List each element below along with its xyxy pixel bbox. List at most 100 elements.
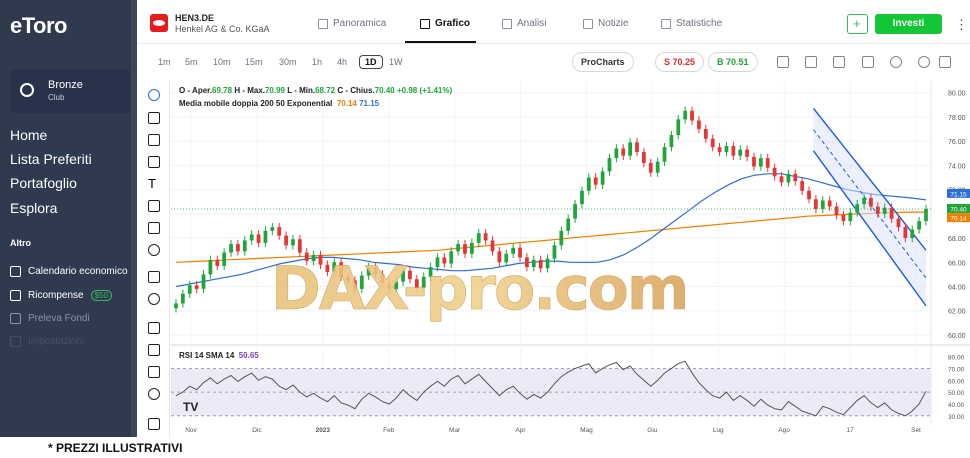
nav-watchlist[interactable]: Lista Preferiti — [10, 151, 92, 167]
share-icon[interactable] — [918, 56, 930, 68]
footnote: * PREZZI ILLUSTRATIVI — [48, 441, 183, 455]
tab-chart[interactable]: Grafico — [420, 18, 470, 29]
sidebar-scrollbar[interactable] — [131, 0, 137, 437]
tab-news[interactable]: Notizie — [583, 18, 629, 29]
time-tick-label: Mag — [580, 427, 593, 434]
price-axis-badge-label: 70.14 — [950, 216, 967, 223]
buy-price-button[interactable]: B 70.51 — [708, 52, 758, 72]
candle-body — [786, 173, 791, 183]
candle-body — [862, 198, 866, 205]
pattern-tool-icon[interactable] — [148, 200, 160, 212]
nav-home[interactable]: Home — [10, 127, 48, 143]
grid-icon — [318, 18, 328, 29]
tab-stats[interactable]: Statistiche — [661, 18, 722, 29]
candle-body — [669, 135, 674, 148]
tab-analysis[interactable]: Analisi — [502, 18, 546, 29]
lock-drawing-icon[interactable] — [148, 344, 160, 356]
zoom-tool-icon[interactable] — [148, 293, 160, 305]
fib-tool-icon[interactable] — [148, 134, 160, 146]
tab-news-label: Notizie — [598, 18, 629, 29]
timeframe-30m[interactable]: 30m — [279, 57, 297, 67]
club-card[interactable]: Bronze Club — [10, 69, 130, 113]
price-axis-badge — [947, 203, 970, 213]
timeframe-1h[interactable]: 1h — [312, 57, 323, 67]
time-tick-label: Feb — [383, 427, 395, 434]
candle-body — [903, 227, 908, 239]
tab-chart-label: Grafico — [435, 18, 471, 29]
ma-label: Media mobile doppia 200 50 Exponential — [179, 99, 333, 108]
time-tick-label: Dic — [252, 427, 262, 434]
crosshair-tool-icon[interactable] — [148, 89, 160, 101]
timeframe-4h[interactable]: 4h — [337, 57, 348, 67]
timeframe-1m[interactable]: 1m — [158, 57, 171, 67]
emoji-tool-icon[interactable] — [148, 244, 160, 256]
rsi-tick-label: 80.00 — [948, 355, 965, 362]
indicators-icon[interactable] — [862, 56, 874, 68]
etoro-logo[interactable]: eToro — [10, 13, 67, 38]
add-to-watchlist-button[interactable] — [847, 14, 868, 34]
nav-discover[interactable]: Esplora — [10, 200, 58, 216]
candle-body — [910, 229, 915, 239]
candle-body — [614, 148, 619, 159]
candle-body — [304, 252, 309, 262]
candle-body — [917, 221, 921, 230]
brush-icon[interactable] — [805, 56, 817, 68]
candle-body — [359, 275, 364, 289]
timeframe-5m[interactable]: 5m — [185, 57, 198, 67]
candle-body — [586, 177, 591, 191]
nav-withdraw[interactable]: Preleva Fondi — [10, 313, 90, 324]
time-tick-label: Mar — [449, 427, 461, 434]
candle-body — [896, 218, 901, 228]
candle-body — [504, 253, 509, 263]
candle-body — [724, 145, 729, 153]
timeframe-1w[interactable]: 1W — [389, 57, 403, 67]
nav-economic-calendar[interactable]: Calendario economico — [10, 266, 128, 277]
measure-tool-icon[interactable] — [148, 222, 160, 234]
nav-portfolio[interactable]: Portafoglio — [10, 175, 77, 191]
settings-icon[interactable] — [833, 56, 845, 68]
lock-icon[interactable] — [148, 366, 160, 378]
price-chart[interactable]: 60.0062.0064.0066.0068.0070.0072.0074.00… — [171, 81, 970, 437]
candle-body — [703, 129, 708, 139]
time-tick-label: Set — [911, 427, 921, 434]
candle-body — [573, 204, 577, 219]
trendline-tool-icon[interactable] — [148, 112, 160, 124]
ma50-line — [175, 173, 927, 288]
trash-icon[interactable] — [148, 418, 160, 430]
sell-price-button[interactable]: S 70.25 — [655, 52, 705, 72]
candle-body — [242, 240, 247, 252]
channel-lower-line — [812, 150, 927, 307]
more-options-icon[interactable]: ⋮ — [955, 17, 968, 32]
procharts-button[interactable]: ProCharts — [572, 52, 634, 72]
active-tab-underline — [405, 41, 476, 43]
candle-body — [442, 257, 447, 264]
candle-body — [463, 244, 467, 254]
magnet-tool-icon[interactable] — [148, 322, 160, 334]
text-tool-icon[interactable]: T — [148, 176, 156, 191]
timeframe-1d[interactable]: 1D — [359, 55, 383, 69]
nav-rewards[interactable]: Ricompense $50 — [10, 290, 112, 301]
rsi-tick-label: 50.00 — [948, 390, 965, 397]
candle-body — [435, 257, 440, 268]
brush-tool-icon[interactable] — [148, 156, 160, 168]
eye-icon[interactable] — [148, 388, 160, 400]
timeframe-10m[interactable]: 10m — [213, 57, 231, 67]
tradingview-logo[interactable]: TV — [183, 400, 199, 414]
candle-body — [215, 259, 220, 266]
tab-overview[interactable]: Panoramica — [318, 18, 386, 29]
bar-chart-icon — [661, 18, 671, 29]
nav-settings[interactable]: Impostazioni — [10, 336, 84, 347]
sidebar: eToro Bronze Club Home Lista Preferiti P… — [0, 0, 137, 437]
price-tick-label: 76.00 — [948, 139, 966, 146]
timeframe-15m[interactable]: 15m — [245, 57, 263, 67]
ruler-tool-icon[interactable] — [148, 271, 160, 283]
candle-body — [270, 227, 275, 231]
candle-body — [201, 274, 206, 289]
invest-button[interactable]: Investi — [875, 14, 942, 34]
time-tick-label: Lug — [713, 427, 724, 434]
add-icon[interactable] — [890, 56, 902, 68]
close-label: C - Chius. — [337, 86, 375, 95]
time-tick-label: Giu — [647, 427, 658, 434]
collapse-icon[interactable] — [939, 56, 951, 68]
draw-icon[interactable] — [777, 56, 789, 68]
